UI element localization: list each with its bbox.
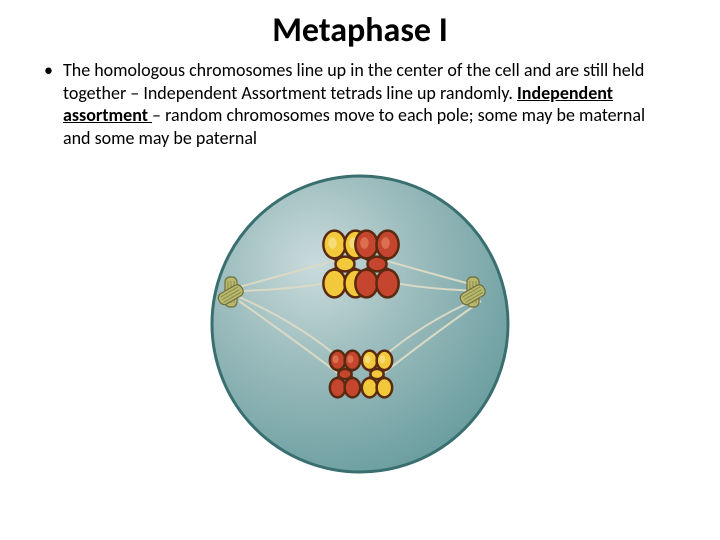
bullet-item: • The homologous chromosomes line up in … <box>40 59 680 149</box>
slide: Metaphase I • The homologous chromosomes… <box>0 0 720 540</box>
cell-membrane <box>212 176 508 472</box>
metaphase-cell-diagram <box>195 159 525 489</box>
bullet-text: The homologous chromosomes line up in th… <box>63 59 670 149</box>
page-title: Metaphase I <box>40 10 680 51</box>
bullet-marker: • <box>44 59 53 81</box>
diagram-container <box>40 159 680 489</box>
